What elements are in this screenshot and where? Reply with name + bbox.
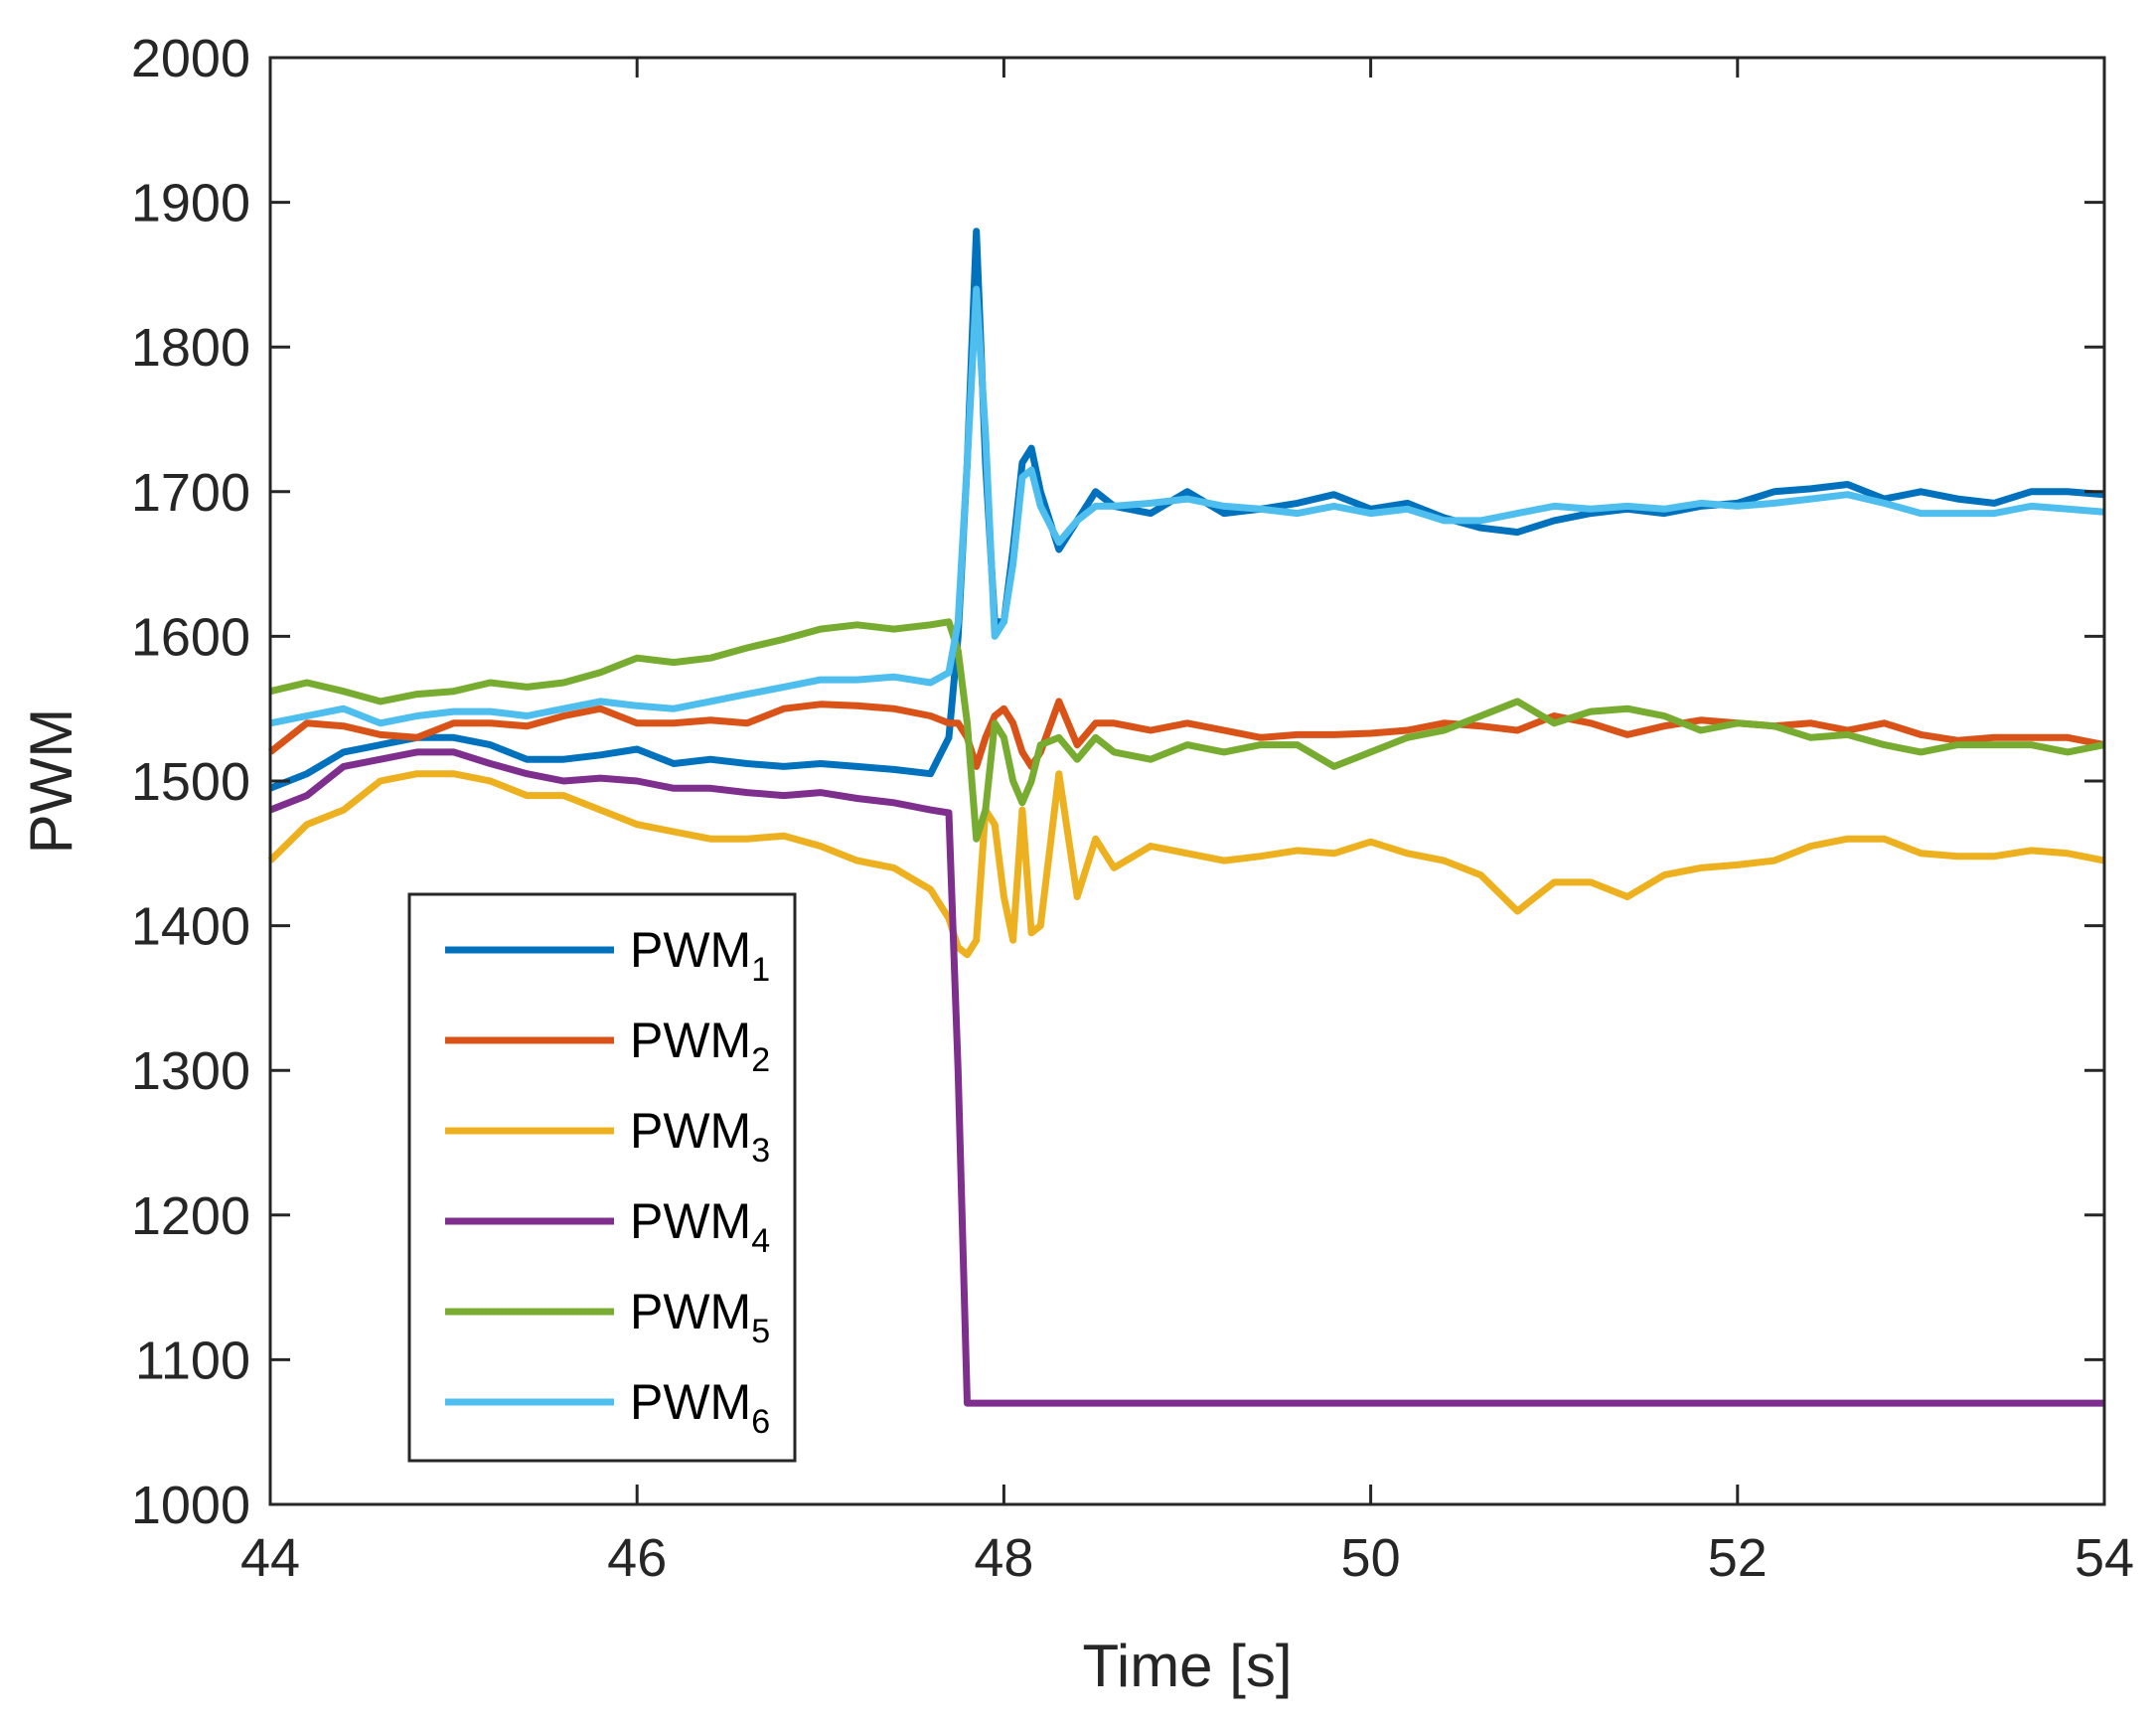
legend-box <box>407 892 797 1463</box>
y-tick-label: 1600 <box>131 607 250 667</box>
series-line-pwm5 <box>269 618 2105 843</box>
y-tick-label: 1500 <box>131 752 250 812</box>
y-tick-label: 1800 <box>131 318 250 378</box>
legend-label-pwm6: PWM6 <box>630 1374 770 1441</box>
x-tick-label: 48 <box>974 1528 1033 1588</box>
legend-label-pwm2: PWM2 <box>630 1013 770 1079</box>
y-axis-title: PWM <box>18 708 84 855</box>
x-tick-label: 52 <box>1708 1528 1768 1588</box>
y-tick-label: 1000 <box>131 1476 250 1535</box>
series-line-pwm3 <box>267 770 2105 959</box>
legend-label-pwm1: PWM1 <box>630 922 770 989</box>
x-tick-label: 50 <box>1341 1528 1401 1588</box>
y-tick-label: 1200 <box>131 1186 250 1246</box>
x-tick-label: 54 <box>2075 1528 2134 1588</box>
y-tick-label: 1100 <box>135 1331 250 1390</box>
x-axis-title: Time [s] <box>1082 1633 1292 1699</box>
legend: PWM1 PWM2 PWM3 PWM4 PWM5 PWM6 <box>407 892 797 1463</box>
y-tick-label: 1400 <box>131 897 250 957</box>
x-tick-label: 46 <box>607 1528 667 1588</box>
series-line-pwm4 <box>268 748 2104 1407</box>
x-tick-label: 44 <box>240 1528 300 1588</box>
y-tick-label: 1300 <box>131 1041 250 1101</box>
legend-label-pwm5: PWM5 <box>630 1284 770 1350</box>
series-layer <box>267 228 2105 1407</box>
series-line-pwm6 <box>269 285 2105 727</box>
y-tick-label: 1900 <box>131 174 250 234</box>
ticks-layer: 44 46 48 50 52 54 1000 1100 1200 1300 1400 1500 1600… <box>131 29 2134 1588</box>
y-tick-label: 1700 <box>131 463 250 523</box>
legend-label-pwm3: PWM3 <box>630 1103 770 1170</box>
legend-label-pwm4: PWM4 <box>630 1193 770 1260</box>
y-tick-label: 2000 <box>131 29 250 88</box>
